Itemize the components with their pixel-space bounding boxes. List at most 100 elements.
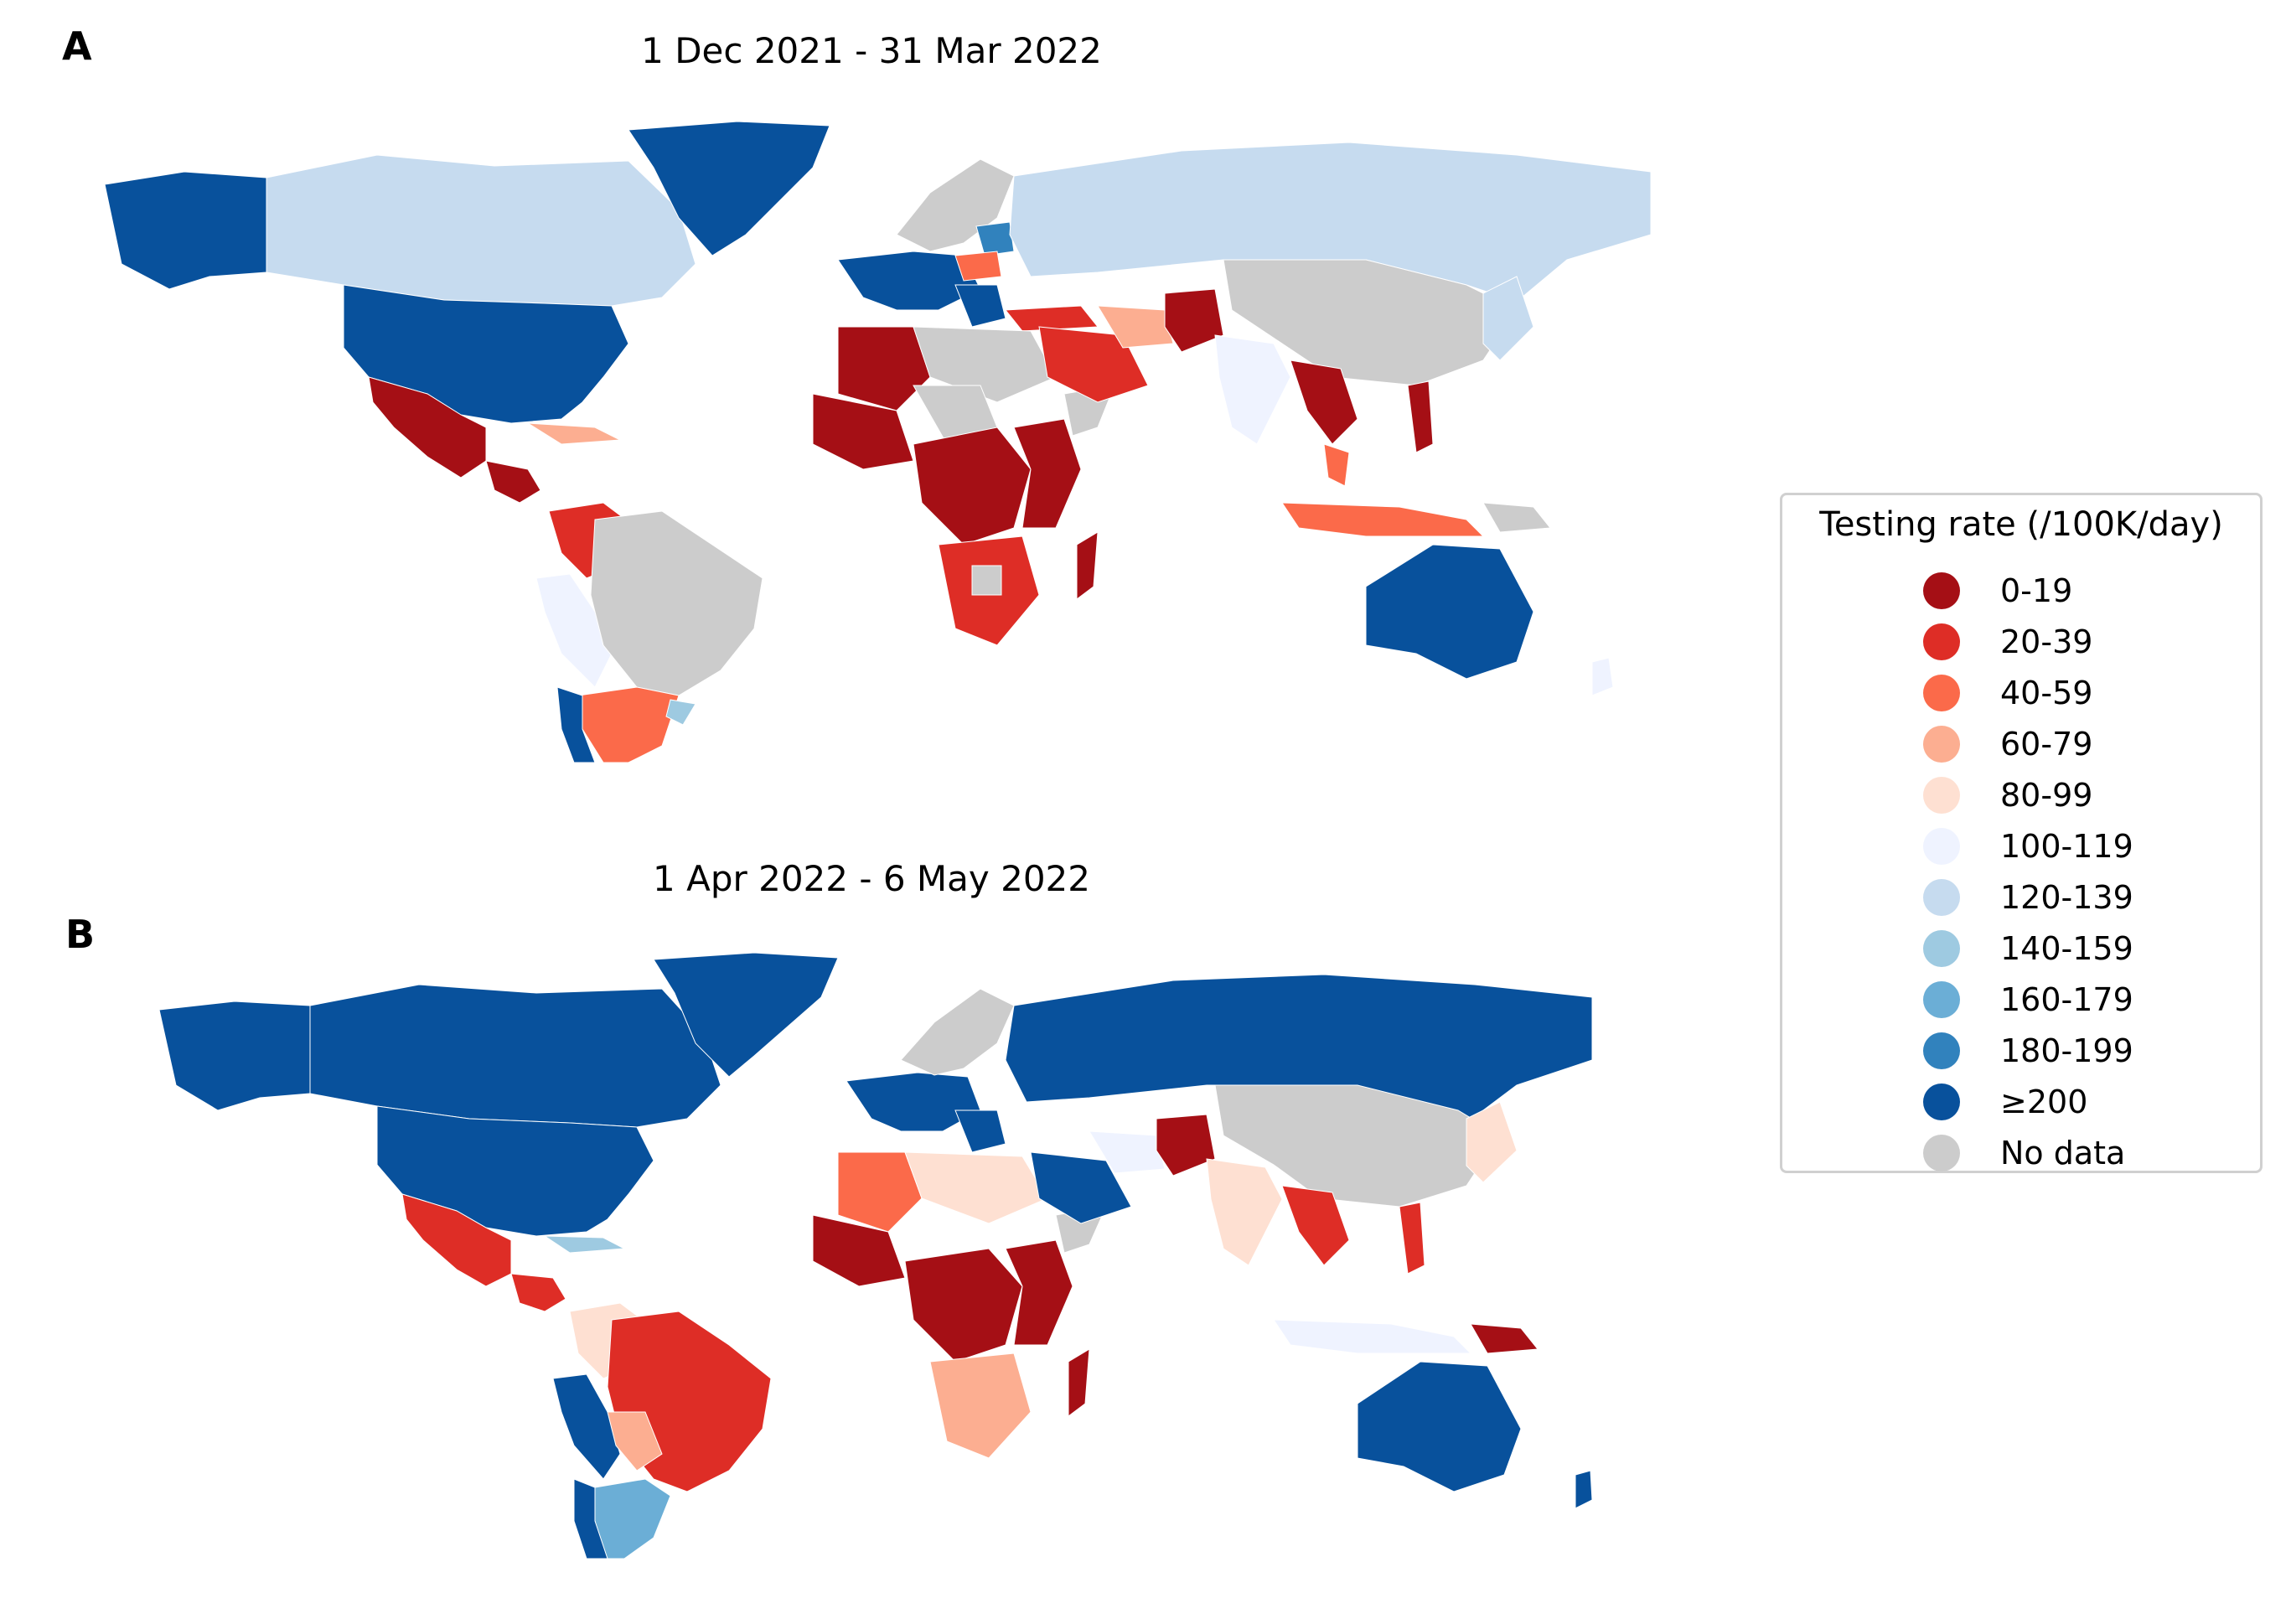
region-libya-egypt: [913, 326, 1057, 403]
region-middle-east: [1038, 326, 1149, 403]
legend-swatch: [1923, 623, 1960, 660]
legend-item: 120-139: [1782, 876, 2260, 923]
region-china-mongolia: [1223, 259, 1518, 386]
legend-label: 120-139: [2000, 879, 2133, 916]
panel-title-a: 1 Dec 2021 - 31 Mar 2022: [641, 30, 1102, 71]
world-map-b: [158, 952, 1592, 1559]
legend-label: 100-119: [2000, 828, 2133, 865]
region-east-africa: [1013, 418, 1082, 529]
region-mainland-southeast-asia: [1290, 359, 1358, 445]
region-saudi-arabia: [1030, 1151, 1132, 1224]
legend-item: 100-119: [1782, 825, 2260, 871]
legend-label: No data: [2000, 1135, 2126, 1171]
region-madagascar: [1068, 1348, 1090, 1417]
region-mexico: [368, 376, 487, 478]
region-central-america: [485, 460, 541, 504]
region-malay-peninsula: [1323, 443, 1350, 487]
legend-label: 80-99: [2000, 777, 2093, 814]
region-scandinavia: [896, 158, 1015, 252]
region-caribbean: [543, 1235, 626, 1254]
region-mainland-southeast-asia: [1281, 1185, 1350, 1266]
region-iran: [1097, 305, 1174, 349]
region-india: [1214, 334, 1291, 445]
region-turkey: [1005, 305, 1099, 332]
legend-swatch: [1923, 726, 1960, 763]
region-canada: [309, 984, 721, 1128]
legend-item: 160-179: [1782, 978, 2260, 1025]
region-iran: [1089, 1130, 1166, 1174]
region-australia: [1365, 544, 1534, 680]
legend-item: 40-59: [1782, 671, 2260, 718]
legend-item: 60-79: [1782, 722, 2260, 769]
region-ecuador-peru: [552, 1373, 621, 1480]
region-southern-africa: [929, 1352, 1032, 1459]
region-mexico: [401, 1193, 512, 1287]
legend-item: No data: [1782, 1131, 2260, 1178]
region-brazil: [590, 510, 763, 696]
region-uruguay: [665, 699, 696, 726]
region-japan: [1466, 1101, 1518, 1183]
region-north-africa-west: [837, 1151, 923, 1233]
legend-swatch: [1923, 1032, 1960, 1069]
legend-swatch: [1923, 777, 1960, 814]
legend-swatch: [1923, 930, 1960, 967]
legend-item: 180-199: [1782, 1029, 2260, 1076]
region-new-zealand: [1591, 657, 1614, 696]
legend-label: 40-59: [2000, 675, 2093, 711]
region-australia: [1357, 1361, 1522, 1492]
legend-swatch: [1923, 1084, 1960, 1120]
region-central-america: [510, 1273, 566, 1312]
legend-label: ≥200: [2000, 1084, 2088, 1120]
region-new-guinea: [1482, 502, 1551, 533]
region-west-africa: [812, 393, 914, 470]
legend-label: 20-39: [2000, 623, 2093, 660]
region-central-africa: [904, 1248, 1023, 1363]
region-philippines: [1407, 380, 1434, 453]
region-chile: [573, 1478, 608, 1559]
region-indonesia: [1281, 502, 1485, 537]
region-argentina: [577, 686, 680, 763]
region-scandinavia: [900, 988, 1015, 1076]
legend-swatch: [1923, 879, 1960, 916]
region-chile: [556, 686, 596, 763]
region-japan: [1482, 276, 1534, 361]
legend-swatch: [1923, 828, 1960, 865]
region-libya-egypt: [904, 1151, 1048, 1224]
map-legend: Testing rate (/100K/day) 0-19 20-39 40-59 6…: [1780, 493, 2263, 1173]
region-afghanistan-pakistan: [1164, 288, 1224, 353]
legend-swatch: [1923, 1135, 1960, 1171]
region-alaska: [158, 1001, 311, 1111]
legend-item: 0-19: [1782, 569, 2260, 616]
world-map-a: [104, 121, 1651, 763]
legend-label: 140-159: [2000, 930, 2133, 967]
region-poland: [954, 251, 1002, 282]
panel-title-b: 1 Apr 2022 - 6 May 2022: [653, 858, 1090, 899]
region-caribbean: [527, 422, 622, 445]
region-new-guinea: [1470, 1323, 1539, 1354]
region-west-africa: [812, 1214, 906, 1287]
region-alaska: [104, 171, 267, 290]
legend-label: 180-199: [2000, 1032, 2133, 1069]
legend-swatch: [1923, 572, 1960, 609]
region-bolivia-paraguay: [607, 1411, 663, 1471]
region-greenland: [653, 952, 839, 1078]
legend-item: 140-159: [1782, 927, 2260, 974]
region-central-africa: [913, 427, 1032, 546]
region-india: [1206, 1158, 1283, 1266]
region-balkans: [954, 284, 1006, 328]
region-botswana: [971, 565, 1002, 596]
legend-swatch: [1923, 981, 1960, 1018]
legend-label: 160-179: [2000, 981, 2133, 1018]
legend-label: 0-19: [2000, 572, 2073, 609]
region-western-europe: [837, 251, 981, 311]
region-new-zealand: [1575, 1470, 1592, 1509]
legend-item: ≥200: [1782, 1080, 2260, 1127]
legend-item: 20-39: [1782, 620, 2260, 667]
region-argentina: [594, 1478, 671, 1559]
region-china-mongolia: [1214, 1084, 1501, 1208]
legend-title: Testing rate (/100K/day): [1819, 505, 2223, 544]
region-baltics: [975, 221, 1015, 256]
legend-item: 80-99: [1782, 773, 2260, 820]
panel-letter-a: A: [62, 23, 92, 69]
region-balkans: [954, 1109, 1006, 1153]
